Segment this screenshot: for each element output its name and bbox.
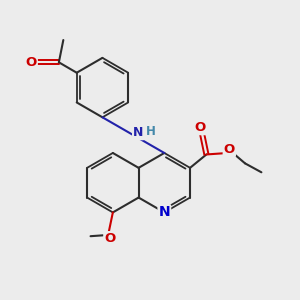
Text: O: O — [195, 121, 206, 134]
Text: H: H — [146, 125, 156, 138]
Text: N: N — [158, 206, 170, 219]
Text: N: N — [133, 126, 143, 139]
Text: O: O — [224, 143, 235, 156]
Text: O: O — [104, 232, 116, 245]
Text: O: O — [26, 56, 37, 69]
